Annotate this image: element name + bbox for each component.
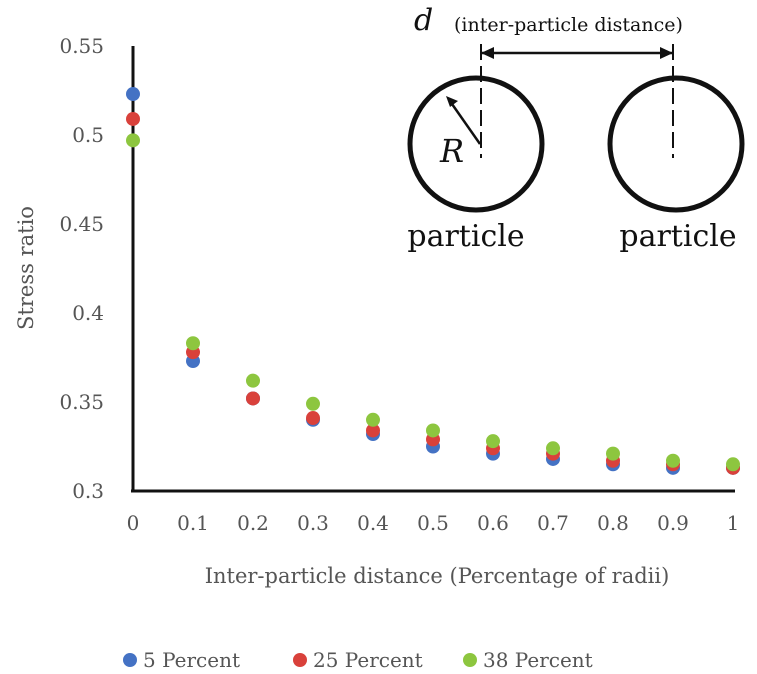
y-tick-label: 0.4 xyxy=(72,301,104,325)
y-tick-label: 0.45 xyxy=(59,212,104,236)
data-point xyxy=(426,423,440,438)
data-point xyxy=(186,336,200,351)
inset-d-symbol: d xyxy=(414,3,433,38)
legend: 5 Percent 25 Percent 38 Percent xyxy=(123,648,593,672)
series-5-percent xyxy=(126,87,740,475)
x-tick-label: 0.3 xyxy=(297,511,329,535)
x-tick-label: 0 xyxy=(127,511,140,535)
series-38-percent xyxy=(126,133,740,472)
data-point xyxy=(126,87,140,102)
legend-item: 25 Percent xyxy=(293,648,423,672)
y-tick-label: 0.35 xyxy=(59,390,104,414)
legend-marker xyxy=(293,653,307,667)
radius-arrow xyxy=(446,96,458,107)
radius-label: R xyxy=(439,132,464,170)
inset-d-caption: (inter-particle distance) xyxy=(454,14,683,36)
data-point xyxy=(306,411,320,426)
series-25-percent xyxy=(126,111,740,475)
legend-item: 5 Percent xyxy=(123,648,240,672)
data-point xyxy=(246,391,260,406)
x-tick-label: 0.2 xyxy=(237,511,269,535)
data-point xyxy=(606,446,620,461)
left-particle-circle xyxy=(407,75,545,213)
legend-label: 25 Percent xyxy=(313,648,423,672)
y-tick-label: 0.55 xyxy=(59,34,104,58)
y-tick-labels: 0.3 0.35 0.4 0.45 0.5 0.55 xyxy=(59,34,104,503)
data-point xyxy=(366,423,380,438)
x-tick-labels: 0 0.1 0.2 0.3 0.4 0.5 0.6 0.7 0.8 0.9 1 xyxy=(127,511,740,535)
distance-arrow-left xyxy=(481,47,494,59)
data-point xyxy=(126,133,140,148)
x-tick-label: 0.8 xyxy=(597,511,629,535)
legend-label: 38 Percent xyxy=(483,648,593,672)
data-point xyxy=(726,457,740,472)
data-point xyxy=(306,396,320,411)
data-point xyxy=(366,412,380,427)
right-particle-label: particle xyxy=(619,219,736,254)
x-tick-label: 0.6 xyxy=(477,511,509,535)
legend-item: 38 Percent xyxy=(463,648,593,672)
radius-line xyxy=(450,103,482,145)
y-tick-label: 0.5 xyxy=(72,123,104,147)
x-tick-label: 1 xyxy=(727,511,740,535)
legend-marker xyxy=(463,653,477,667)
data-point xyxy=(546,441,560,456)
data-points xyxy=(126,87,740,475)
legend-label: 5 Percent xyxy=(143,648,240,672)
x-tick-label: 0.1 xyxy=(177,511,209,535)
x-tick-label: 0.7 xyxy=(537,511,569,535)
right-particle-circle xyxy=(607,75,745,213)
data-point xyxy=(126,111,140,126)
y-tick-label: 0.3 xyxy=(72,479,104,503)
x-tick-label: 0.9 xyxy=(657,511,689,535)
data-point xyxy=(486,434,500,449)
left-particle-label: particle xyxy=(407,219,524,254)
x-axis-title: Inter-particle distance (Percentage of r… xyxy=(205,564,670,588)
x-tick-label: 0.4 xyxy=(357,511,389,535)
y-axis-title: Stress ratio xyxy=(14,206,38,330)
distance-arrow-right xyxy=(660,47,673,59)
data-point xyxy=(666,453,680,468)
data-point xyxy=(246,373,260,388)
particle-diagram: d (inter-particle distance) R particle p… xyxy=(407,3,745,254)
x-tick-label: 0.5 xyxy=(417,511,449,535)
legend-marker xyxy=(123,653,137,667)
